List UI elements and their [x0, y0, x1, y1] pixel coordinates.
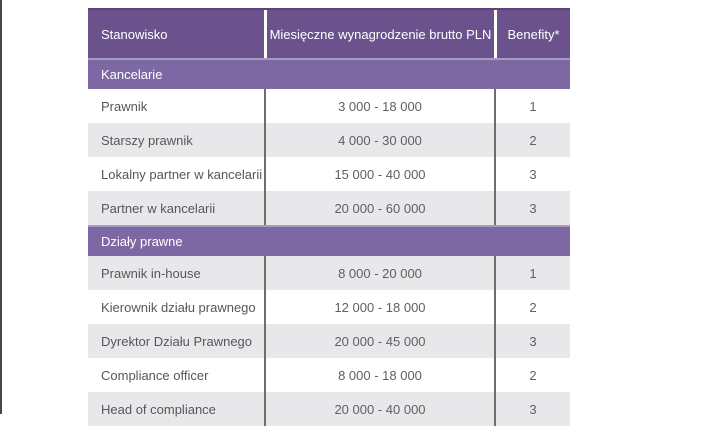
salary-table: Stanowisko Miesięczne wynagrodzenie brut… [88, 8, 570, 426]
position-cell: Dyrektor Działu Prawnego [101, 333, 253, 349]
section-row: Działy prawne [88, 225, 570, 256]
column-header-position: Stanowisko [88, 10, 264, 58]
benefits-cell: 1 [494, 256, 570, 290]
column-header-salary: Miesięczne wynagrodzenie brutto PLN [264, 10, 494, 58]
benefits-cell: 2 [494, 123, 570, 157]
salary-cell: 3 000 - 18 000 [264, 89, 494, 123]
table-row: Partner w kancelarii 20 000 - 60 000 3 [88, 191, 570, 225]
benefits-cell: 2 [494, 290, 570, 324]
salary-cell: 20 000 - 40 000 [264, 392, 494, 426]
benefits-cell: 3 [494, 392, 570, 426]
benefits-cell: 2 [494, 358, 570, 392]
salary-cell: 20 000 - 60 000 [264, 191, 494, 225]
table-body: Kancelarie Prawnik 3 000 - 18 000 1 Starszy … [88, 58, 570, 426]
salary-cell: 12 000 - 18 000 [264, 290, 494, 324]
benefits-cell: 3 [494, 324, 570, 358]
benefits-cell: 3 [494, 157, 570, 191]
benefits-cell: 1 [494, 89, 570, 123]
table-row: Prawnik 3 000 - 18 000 1 [88, 89, 570, 123]
salary-cell: 20 000 - 45 000 [264, 324, 494, 358]
position-cell: Partner w kancelarii [101, 200, 216, 216]
position-cell: Head of compliance [101, 401, 216, 417]
position-cell: Lokalny partner w kancelarii [101, 166, 263, 182]
table-row: Dyrektor Działu Prawnego 20 000 - 45 000 3 [88, 324, 570, 358]
salary-cell: 8 000 - 20 000 [264, 256, 494, 290]
table-row: Compliance officer 8 000 - 18 000 2 [88, 358, 570, 392]
table-row: Kierownik działu prawnego 12 000 - 18 000… [88, 290, 570, 324]
table-header-row: Stanowisko Miesięczne wynagrodzenie brut… [88, 8, 570, 58]
position-cell: Kierownik działu prawnego [101, 299, 256, 315]
column-header-benefits: Benefity* [494, 10, 570, 58]
table-row: Lokalny partner w kancelarii 15 000 - 40 … [88, 157, 570, 191]
table-row: Head of compliance 20 000 - 40 000 3 [88, 392, 570, 426]
position-cell: Prawnik [101, 98, 148, 114]
position-cell: Prawnik in-house [101, 265, 201, 281]
salary-cell: 15 000 - 40 000 [264, 157, 494, 191]
section-row: Kancelarie [88, 58, 570, 89]
section-title: Kancelarie [101, 67, 163, 82]
table-row: Starszy prawnik 4 000 - 30 000 2 [88, 123, 570, 157]
position-cell: Starszy prawnik [101, 132, 193, 148]
section-title: Działy prawne [101, 234, 183, 249]
salary-cell: 4 000 - 30 000 [264, 123, 494, 157]
position-cell: Compliance officer [101, 367, 209, 383]
salary-cell: 8 000 - 18 000 [264, 358, 494, 392]
table-row: Prawnik in-house 8 000 - 20 000 1 [88, 256, 570, 290]
window-left-edge [0, 0, 2, 414]
benefits-cell: 3 [494, 191, 570, 225]
